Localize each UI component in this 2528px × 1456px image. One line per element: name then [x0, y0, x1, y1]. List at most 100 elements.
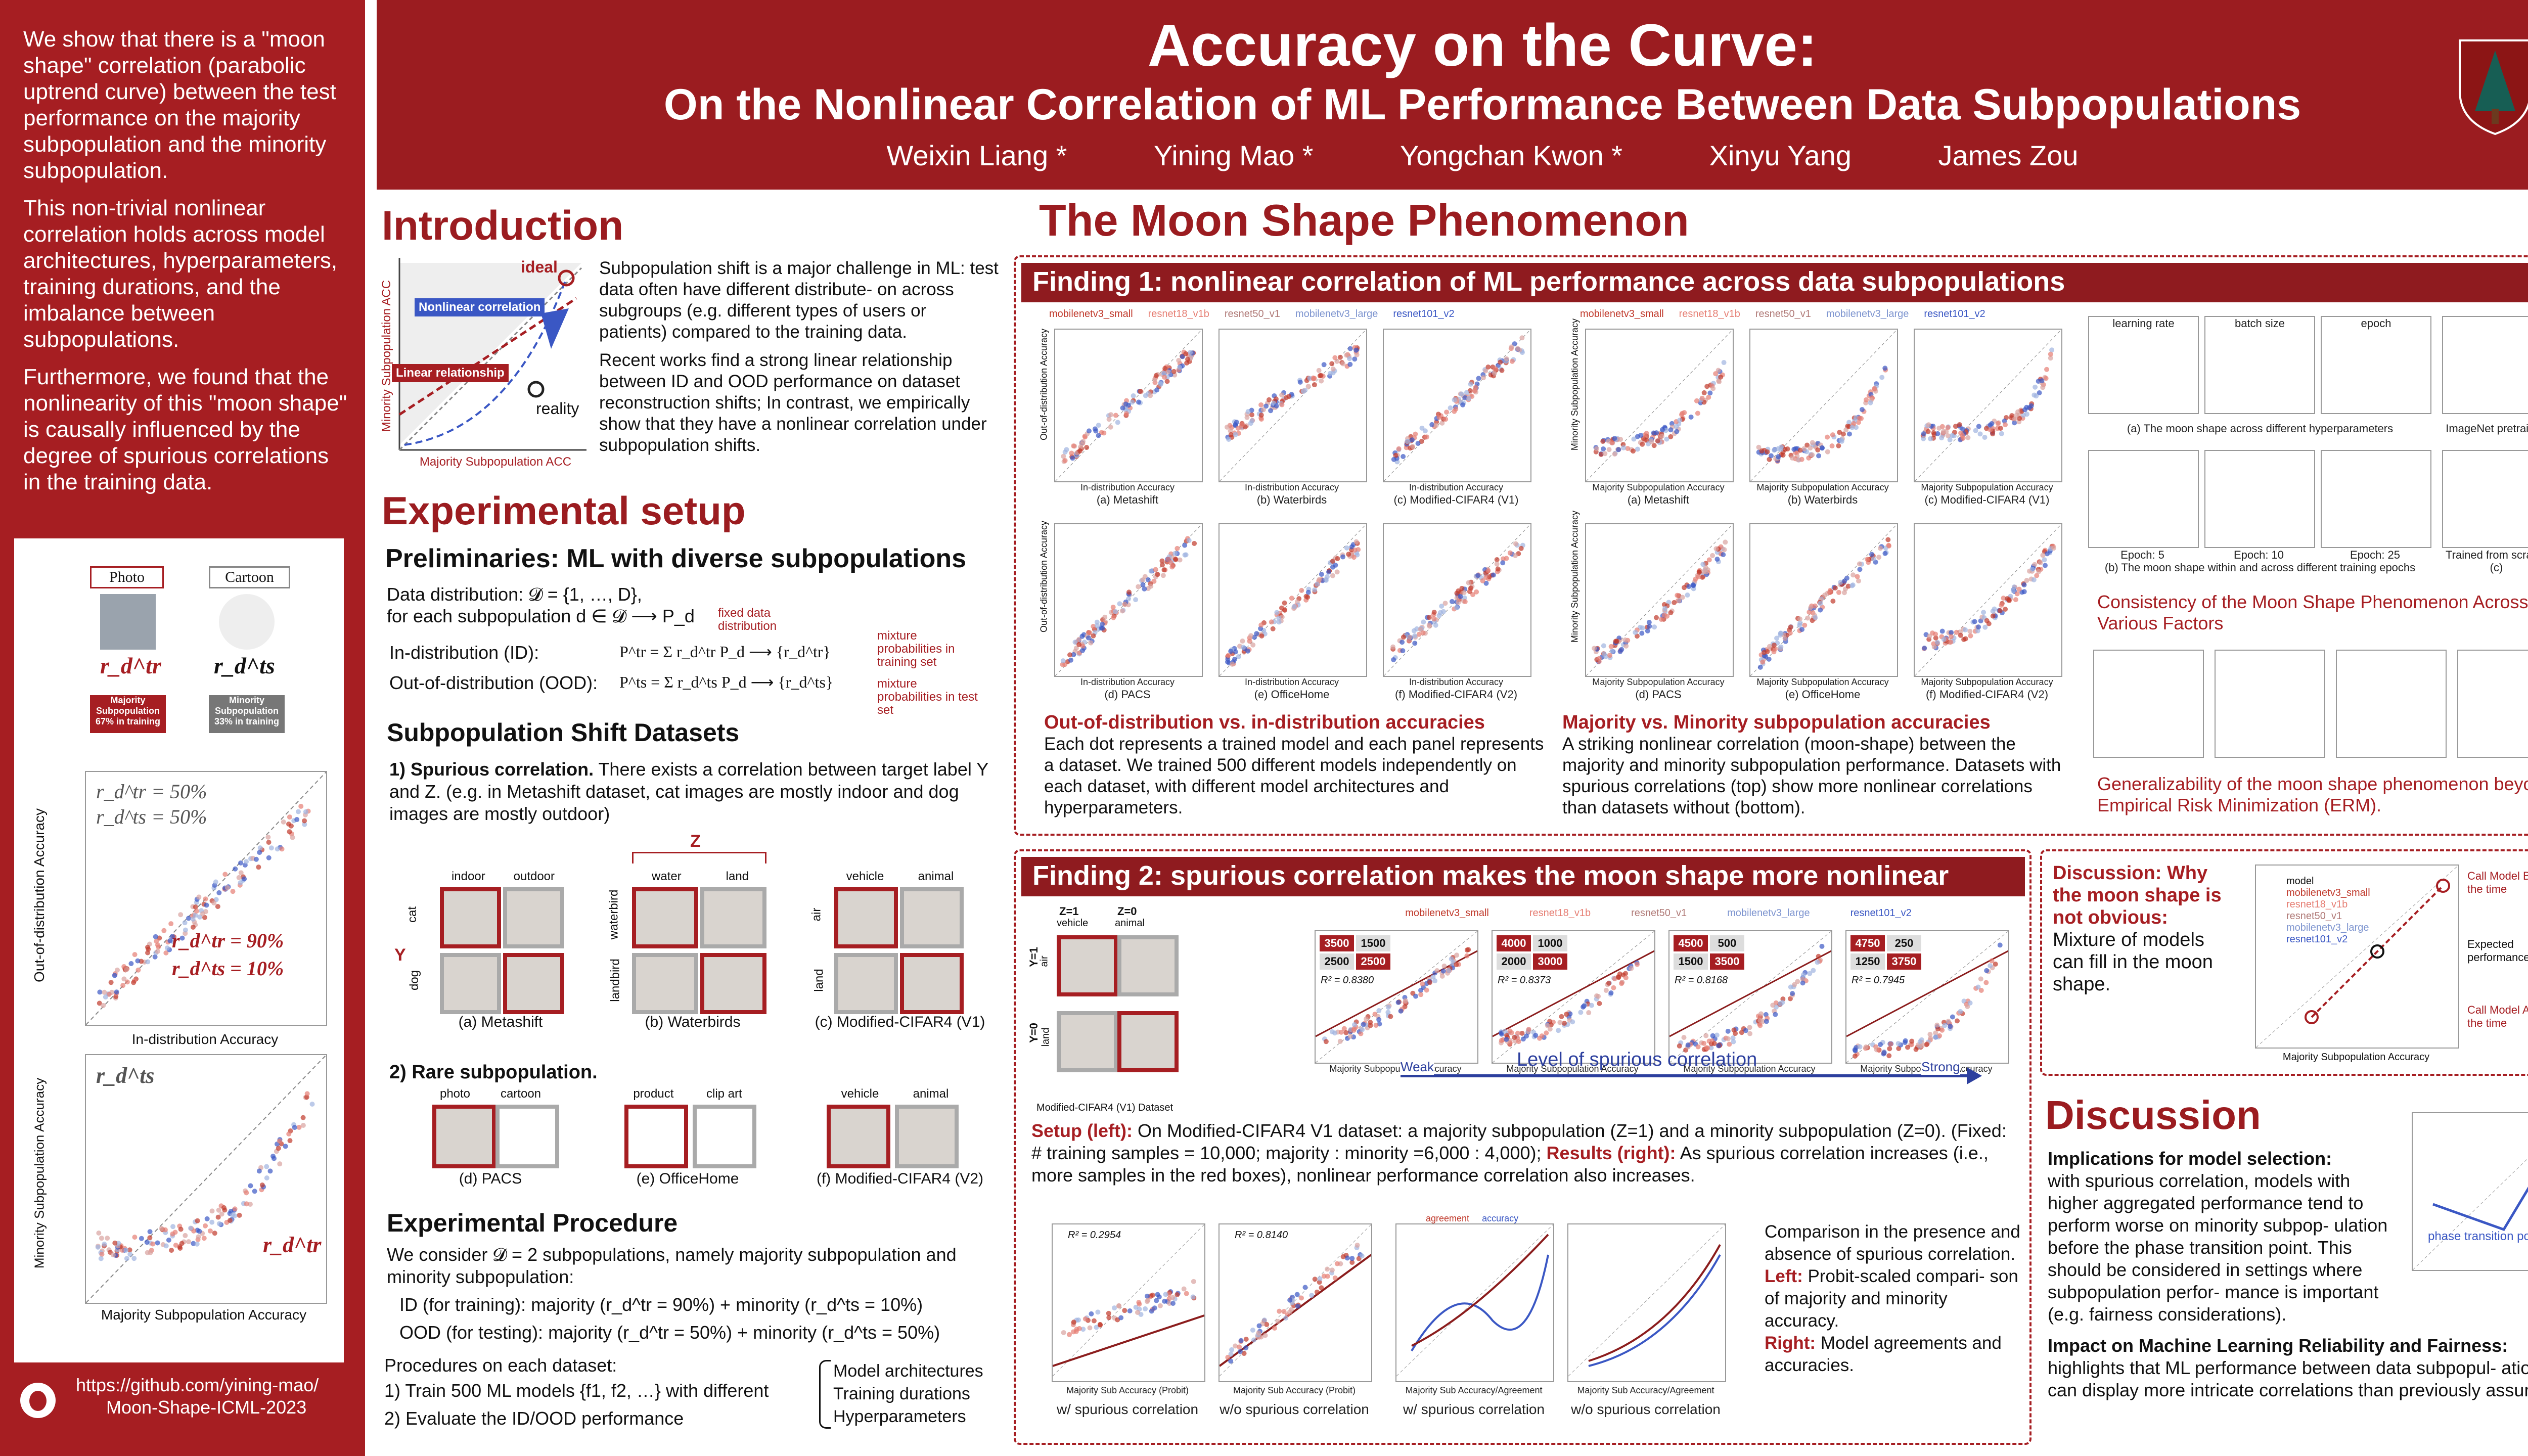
scatter-point: [279, 846, 285, 852]
scatter-point: [1426, 615, 1432, 620]
scatter-point: [1071, 1320, 1076, 1325]
maj-panels: Majority Subpopulation Accuracy (a) Metas…: [1585, 329, 2075, 713]
scatter-point: [1845, 583, 1851, 589]
gen-panel-1: [2093, 650, 2204, 758]
scatter-point: [2037, 390, 2042, 396]
scatter-panel: [1218, 329, 1367, 482]
scatter-point: [1780, 452, 1786, 458]
scatter-point: [1069, 450, 1074, 456]
scatter-point: [1504, 1036, 1509, 1042]
scatter-point: [286, 1131, 292, 1137]
intro-xlabel: Majority Subpopulation ACC: [419, 455, 572, 469]
scatter-point: [1276, 619, 1282, 625]
scatter-point: [1096, 433, 1101, 438]
scatter-point: [1376, 1008, 1382, 1014]
maj-legend-resnet18: resnet18_v1b: [1679, 308, 1740, 320]
scatter-point: [1094, 1325, 1099, 1330]
ood-ylabel-top: Out-of-distribution Accuracy: [1039, 328, 1049, 441]
scatter-point: [1095, 623, 1100, 628]
scatter-point: [1608, 990, 1614, 995]
github-line-2[interactable]: Moon-Shape-ICML-2023: [106, 1397, 307, 1418]
row-cat: cat: [405, 906, 420, 923]
scatter-point: [1716, 378, 1722, 384]
scatter-point: [1459, 585, 1465, 591]
col-photo: photo: [439, 1087, 471, 1101]
hp-epoch-title: epoch: [2361, 317, 2391, 330]
sample-count-cell: 4000: [1497, 935, 1531, 951]
scatter-point: [287, 1138, 293, 1144]
scatter-point: [1708, 1045, 1714, 1051]
scatter-point: [193, 904, 198, 909]
scatter-point: [1241, 1351, 1247, 1356]
phase-transition-plot: phase transition point: [2412, 1112, 2528, 1271]
scatter-point: [1275, 1318, 1281, 1324]
scatter-point: [1716, 1043, 1721, 1049]
agree-with-caption: w/ spurious correlation: [1403, 1401, 1545, 1417]
scatter-point: [1329, 361, 1335, 367]
scatter-point: [2042, 563, 2048, 568]
scatter-point: [1259, 633, 1265, 639]
scatter-point: [1518, 545, 1524, 551]
cifar2-cols: vehicle animal: [824, 1087, 966, 1101]
probit-without-r2: R² = 0.8140: [1235, 1230, 1288, 1241]
scatter-point: [1286, 394, 1292, 399]
github-link[interactable]: https://github.com/yining-mao/ Moon-Shap…: [76, 1374, 410, 1419]
scatter-point: [1108, 412, 1114, 418]
scatter-point: [1483, 575, 1489, 580]
scatter-point: [1997, 608, 2003, 613]
scatter-point: [1495, 566, 1501, 572]
scatter-point: [170, 1231, 175, 1237]
scatter-point: [1158, 381, 1163, 387]
scatter-point: [1976, 424, 1981, 429]
panel-caption: (a) Metashift: [1096, 493, 1159, 506]
scatter-point: [1247, 639, 1252, 644]
scatter-point: [1513, 541, 1518, 547]
finding-1-title: Finding 1: nonlinear correlation of ML p…: [1021, 263, 2528, 302]
cifar-land-vehicle: [834, 953, 898, 1014]
panel-xlabel: Majority Subpopulation Accuracy: [1329, 1064, 1462, 1074]
scatter-point: [1853, 1054, 1858, 1059]
scatter-point: [1515, 1030, 1520, 1036]
scatter-point: [147, 1235, 153, 1241]
author-list: Weixin Liang * Yining Mao * Yongchan Kwo…: [377, 139, 2528, 172]
scatter-point: [1400, 648, 1406, 654]
pacs-cols: photo cartoon: [425, 1087, 556, 1101]
scatter-point: [1960, 433, 1965, 438]
scatter-point: [1094, 619, 1100, 625]
scatter-point: [136, 967, 141, 973]
scatter-point: [98, 1256, 104, 1261]
scatter-point: [1721, 360, 1727, 366]
scatter-point: [1882, 551, 1888, 556]
scatter-point: [1180, 354, 1185, 359]
scatter-point: [1818, 607, 1823, 613]
scatter-point: [1413, 431, 1418, 437]
scatter-point: [99, 1236, 104, 1241]
scatter-point: [1133, 597, 1139, 603]
ood-label: Out-of-distribution (OOD):: [389, 672, 598, 693]
github-line-1[interactable]: https://github.com/yining-mao/: [76, 1375, 319, 1395]
scatter-point: [1323, 1039, 1329, 1044]
scatter-point: [1171, 369, 1177, 374]
scatter-point: [1600, 439, 1606, 444]
probit-without-caption: w/o spurious correlation: [1220, 1401, 1369, 1417]
scatter-point: [1526, 1027, 1531, 1032]
scatter-point: [1151, 578, 1157, 584]
scatter-point: [1418, 626, 1423, 632]
scatter-point: [167, 938, 173, 943]
scatter-point: [1564, 1012, 1569, 1017]
scatter-point: [1876, 555, 1882, 560]
scatter-point: [1722, 547, 1727, 553]
finding2-description: Setup (left): On Modified-CIFAR4 V1 data…: [1031, 1120, 2017, 1187]
scatter-point: [1927, 633, 1932, 639]
scatter-point: [1312, 587, 1318, 593]
mixture-xlabel: Majority Subpopulation Accuracy: [2282, 1052, 2430, 1063]
scatter-point: [1159, 558, 1165, 564]
scatter-point: [124, 1256, 129, 1261]
scatter-point: [227, 1218, 233, 1223]
scatter-point: [144, 1240, 150, 1245]
scatter-point: [1353, 539, 1359, 544]
scatter-point: [139, 1236, 144, 1241]
scatter-point: [1393, 452, 1398, 458]
prelim-heading: Preliminaries: ML with diverse subpopula…: [385, 544, 967, 573]
scatter-point: [1857, 1044, 1863, 1050]
